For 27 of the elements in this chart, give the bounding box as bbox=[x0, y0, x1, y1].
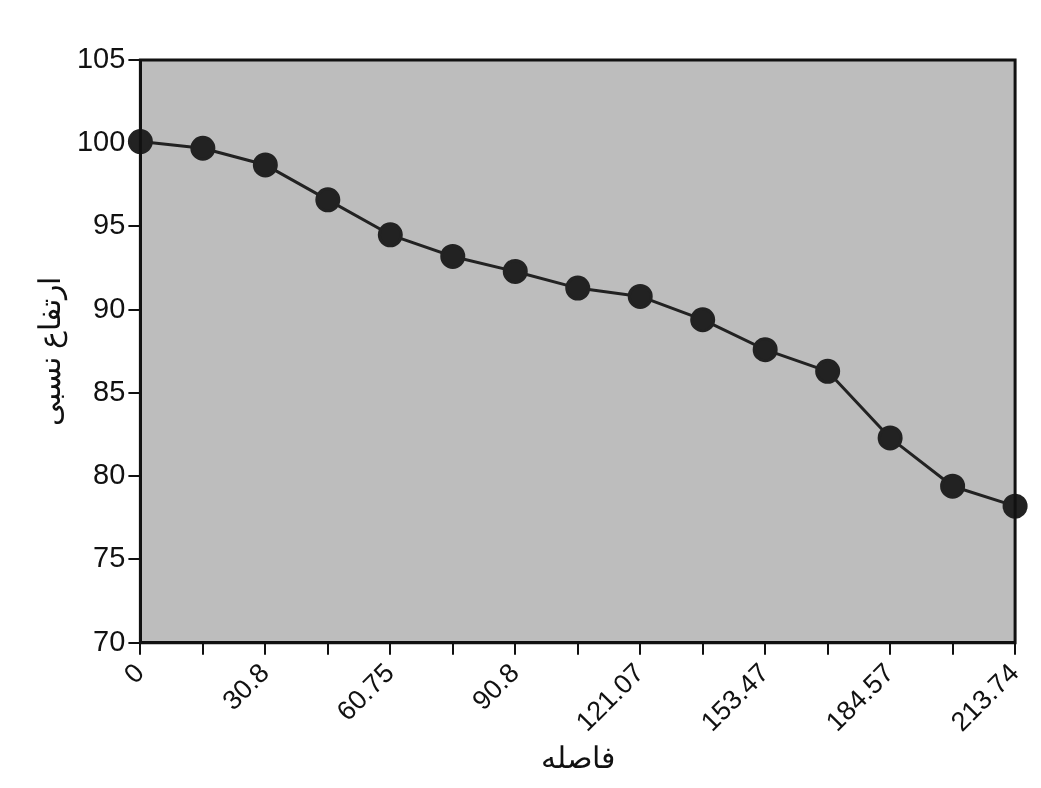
point bbox=[627, 283, 653, 309]
point bbox=[252, 152, 278, 178]
y-tick-label: 75 bbox=[93, 541, 126, 574]
y-tick-label: 85 bbox=[93, 374, 126, 407]
point bbox=[940, 473, 966, 499]
y-tick-label: 90 bbox=[93, 291, 126, 324]
y-tick-label: 100 bbox=[76, 125, 126, 158]
x-tick-label: 0 bbox=[118, 657, 150, 690]
point bbox=[565, 275, 591, 301]
point bbox=[815, 358, 841, 384]
point bbox=[315, 187, 341, 213]
point bbox=[377, 222, 403, 248]
y-tick-label: 105 bbox=[76, 42, 126, 74]
x-tick-label: 30.8 bbox=[216, 657, 275, 716]
point bbox=[752, 337, 778, 363]
point bbox=[190, 135, 216, 161]
y-tick-label: 80 bbox=[93, 458, 126, 491]
y-tick-label: 95 bbox=[93, 208, 126, 241]
point bbox=[127, 129, 153, 155]
y-tick-label: 70 bbox=[93, 624, 126, 657]
y-axis-title: ارتفاع نسبی bbox=[33, 276, 69, 427]
x-tick-label: 90.8 bbox=[466, 657, 525, 716]
x-axis-title: فاصله bbox=[540, 741, 615, 775]
point bbox=[440, 243, 466, 269]
point bbox=[690, 307, 716, 333]
point bbox=[877, 425, 903, 451]
point bbox=[502, 258, 528, 284]
